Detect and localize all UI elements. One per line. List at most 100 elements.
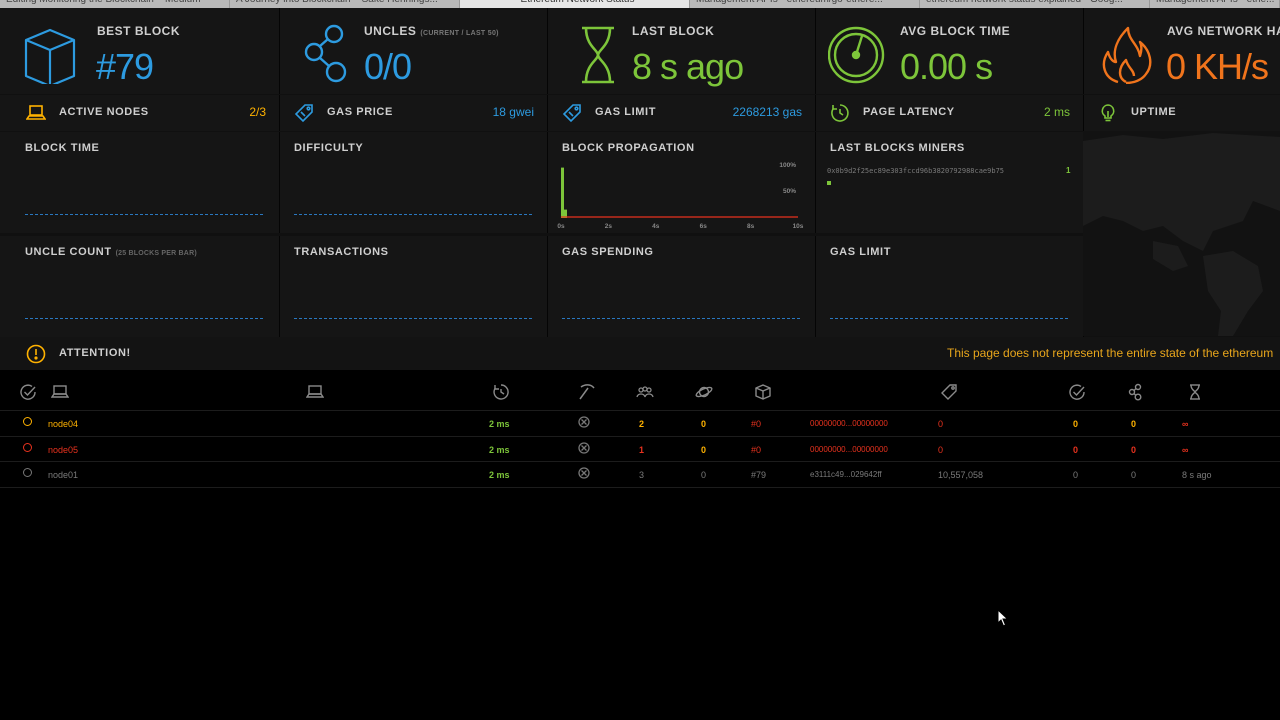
stat-label: AVG BLOCK TIME: [900, 24, 1011, 38]
stat-avg-block-time: AVG BLOCK TIME 0.00 s: [816, 8, 1084, 94]
chart-last-blocks-miners: LAST BLOCKS MINERS 0x0b9d2f25ec89e303fcc…: [816, 132, 1084, 233]
browser-tab[interactable]: ethereum network status explained - Goog…: [920, 0, 1150, 8]
chart-sublabel: (25 BLOCKS PER BAR): [115, 250, 197, 257]
mini-stat-label: GAS PRICE: [327, 106, 393, 118]
hourglass-icon: [582, 26, 614, 84]
chart-baseline: [25, 214, 263, 215]
node-block: #0: [751, 445, 762, 455]
node-block-hash: 00000000...00000000: [810, 445, 888, 454]
chart-label: LAST BLOCKS MINERS: [830, 142, 965, 154]
mini-stat-uptime: UPTIME: [1084, 95, 1280, 131]
node-peers: 1: [639, 445, 645, 455]
chart-baseline: [562, 318, 800, 319]
x-tick-label: 8s: [747, 223, 755, 230]
mini-stat-gas-price: GAS PRICE 18 gwei: [280, 95, 548, 131]
node-difficulty: 0: [938, 445, 944, 455]
browser-tab[interactable]: A Journey into Blockchain – Sake Henning…: [230, 0, 460, 8]
chart-difficulty: DIFFICULTY: [280, 132, 548, 233]
propagation-bar: [561, 167, 564, 218]
mini-stat-label: UPTIME: [1131, 106, 1177, 118]
node-difficulty: 10,557,058: [938, 470, 984, 480]
chart-label: DIFFICULTY: [294, 142, 364, 154]
stat-label: AVG NETWORK HASHRATE: [1167, 24, 1280, 38]
node-table-header: [0, 374, 1280, 409]
node-block: #79: [751, 470, 767, 480]
stat-best-block: BEST BLOCK #79: [0, 8, 280, 94]
attention-label: ATTENTION!: [59, 347, 131, 359]
chart-baseline: [294, 214, 532, 215]
peers-icon[interactable]: [636, 383, 654, 401]
tag-icon[interactable]: [940, 383, 958, 401]
info-icon: [26, 344, 46, 364]
uncles-icon: [304, 24, 347, 83]
chart-gas-limit: GAS LIMIT: [816, 236, 1084, 337]
mini-stat-value: 2 ms: [1043, 105, 1070, 119]
stat-label: BEST BLOCK: [97, 24, 180, 38]
browser-tab[interactable]: Editing Monitoring the Blockchain – Medi…: [0, 0, 230, 8]
pickaxe-icon[interactable]: [578, 383, 596, 401]
node-block: #0: [751, 419, 762, 429]
node-status-dot: [23, 417, 32, 426]
table-row[interactable]: node01 2 ms 3 0 #79 e3111c49...029642ff …: [0, 461, 1280, 488]
uncles-icon[interactable]: [1127, 383, 1145, 401]
flame-icon: [1102, 26, 1152, 84]
stat-sublabel: (CURRENT / LAST 50): [420, 30, 499, 37]
check-circle-icon[interactable]: [1068, 383, 1086, 401]
browser-tab[interactable]: Management APIs · ethe...: [1150, 0, 1280, 8]
laptop-icon[interactable]: [306, 383, 324, 401]
mini-stat-label: ACTIVE NODES: [59, 106, 149, 118]
chart-gas-spending: GAS SPENDING: [548, 236, 816, 337]
node-difficulty: 0: [938, 419, 944, 429]
node-uncles: 0: [1131, 419, 1137, 429]
not-mining-icon: [578, 416, 590, 428]
y-tick-label: 100%: [779, 162, 796, 169]
clock-icon: [831, 104, 849, 122]
mini-stat-page-latency: PAGE LATENCY 2 ms: [816, 95, 1084, 131]
browser-tab[interactable]: Management APIs · ethereum/go-ethere...: [690, 0, 920, 8]
node-uncles: 0: [1131, 445, 1137, 455]
planet-icon[interactable]: [695, 383, 713, 401]
stat-value: 0.00 s: [900, 46, 993, 87]
chart-baseline: [25, 318, 263, 319]
node-block-hash: e3111c49...029642ff: [810, 470, 882, 479]
world-map-shape: [1083, 133, 1280, 336]
bulb-icon: [1101, 104, 1115, 122]
check-circle-icon[interactable]: [19, 383, 37, 401]
laptop-icon[interactable]: [51, 383, 69, 401]
chart-uncle-count: UNCLE COUNT (25 BLOCKS PER BAR): [0, 236, 280, 337]
stat-value: #79: [96, 46, 154, 87]
x-tick-label: 0s: [557, 223, 565, 230]
node-propagation: 0: [1073, 445, 1079, 455]
attention-message: This page does not represent the entire …: [947, 346, 1274, 360]
node-status-dot: [23, 443, 32, 452]
x-tick-label: 6s: [700, 223, 708, 230]
tag-icon: [294, 104, 313, 123]
stat-label: UNCLES (CURRENT / LAST 50): [364, 24, 499, 38]
browser-tab-active[interactable]: Ethereum Network Status: [460, 0, 690, 8]
stat-value: 0/0: [364, 46, 412, 87]
node-last-block: 8 s ago: [1182, 470, 1212, 480]
mini-stat-label: GAS LIMIT: [595, 106, 657, 118]
node-propagation: 0: [1073, 419, 1079, 429]
miner-address: 0x0b9d2f25ec89e303fccd96b3820792988cae9b…: [827, 167, 1005, 175]
table-row[interactable]: node04 2 ms 2 0 #0 00000000...00000000 0…: [0, 410, 1280, 436]
miner-block-count: 1: [1066, 166, 1071, 175]
node-block-hash: 00000000...00000000: [810, 419, 888, 428]
attention-bar: ATTENTION! This page does not represent …: [0, 337, 1280, 370]
world-map: [1083, 131, 1280, 336]
table-row[interactable]: node05 2 ms 1 0 #0 00000000...00000000 0…: [0, 436, 1280, 462]
gauge-icon: [828, 26, 885, 84]
node-name: node04: [48, 419, 79, 429]
node-pending: 0: [701, 445, 707, 455]
node-latency: 2 ms: [489, 470, 510, 480]
mini-stat-value: 2268213 gas: [732, 105, 802, 119]
stat-value: 0 KH/s: [1166, 46, 1269, 87]
hourglass-icon[interactable]: [1186, 383, 1204, 401]
not-mining-icon: [578, 442, 590, 454]
mini-stat-active-nodes: ACTIVE NODES 2/3: [0, 95, 280, 131]
cube-icon[interactable]: [754, 383, 772, 401]
stat-uncles: UNCLES (CURRENT / LAST 50) 0/0: [280, 8, 548, 94]
node-last-block: ∞: [1182, 419, 1189, 429]
latency-icon[interactable]: [492, 383, 510, 401]
not-mining-icon: [578, 467, 590, 479]
